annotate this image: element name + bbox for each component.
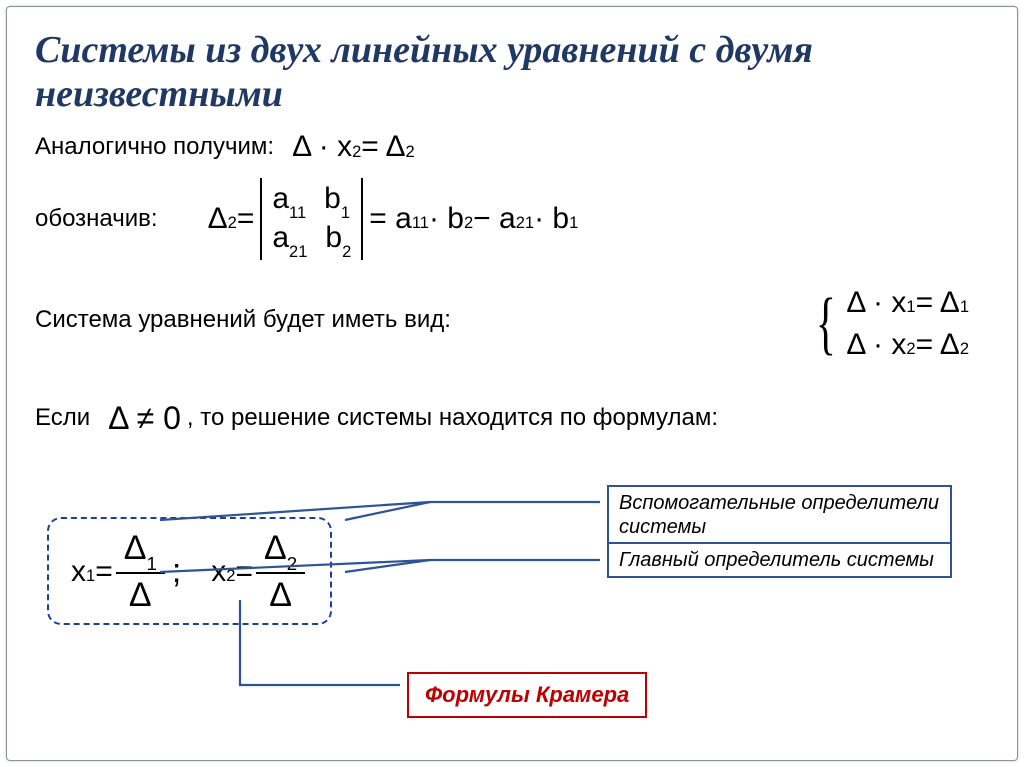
determinant: a11 b1 a21 b2 — [260, 178, 363, 259]
text-if-suffix: , то решение системы находится по формул… — [187, 404, 718, 432]
frac-x1-den: Δ — [121, 574, 160, 615]
slide-frame: Системы из двух линейных уравнений с дву… — [6, 6, 1018, 761]
cramer-formula-box: x1 = Δ1 Δ ; x2 = Δ2 Δ — [47, 517, 332, 625]
row-condition: Если Δ ≠ 0 , то решение системы находитс… — [35, 400, 989, 437]
row-analogous: Аналогично получим: Δ · x2 = Δ2 — [35, 130, 989, 164]
row-system-form: Система уравнений будет иметь вид: { Δ ·… — [35, 286, 989, 362]
frac-x1-num: Δ1 — [116, 529, 165, 574]
text-denoting: обозначив: — [35, 205, 158, 233]
sys-eq-2: Δ · x2 = Δ2 — [846, 328, 969, 362]
sys-eq-1: Δ · x1 = Δ1 — [846, 286, 969, 320]
text-if-prefix: Если — [35, 404, 90, 432]
det-rhs: = a11 · b2 − a21 · b1 — [369, 202, 578, 236]
cond-delta-nonzero: Δ ≠ 0 — [108, 400, 181, 437]
det-row-1: a11 b1 — [272, 180, 351, 219]
frac-x2-num: Δ2 — [256, 529, 305, 574]
frac-x2: Δ2 Δ — [256, 529, 305, 615]
det-a21: a21 — [272, 219, 307, 258]
det-b2: b2 — [325, 219, 351, 258]
x2-lhs: x2 = — [211, 555, 253, 589]
det-a11: a11 — [272, 180, 306, 219]
callout-cramer: Формулы Крамера — [407, 672, 647, 718]
det-lhs: Δ2 = — [208, 202, 255, 236]
det-row-2: a21 b2 — [272, 219, 351, 258]
callout-aux-det: Вспомогательные определители системы — [607, 485, 952, 545]
eq-delta-x2: Δ · x2 = Δ2 — [292, 130, 415, 164]
brace-icon: { — [815, 306, 835, 341]
slide-title: Системы из двух линейных уравнений с дву… — [7, 7, 1017, 126]
callout-main-det: Главный определитель системы — [607, 542, 952, 578]
frac-x1: Δ1 Δ — [116, 529, 165, 615]
semicolon: ; — [172, 552, 181, 591]
slide-body: Аналогично получим: Δ · x2 = Δ2 обозначи… — [7, 130, 1017, 436]
frac-x2-den: Δ — [261, 574, 300, 615]
x1-lhs: x1 = — [71, 555, 113, 589]
text-analogous: Аналогично получим: — [35, 133, 274, 161]
system-equations: Δ · x1 = Δ1 Δ · x2 = Δ2 — [846, 286, 969, 362]
det-b1: b1 — [324, 180, 350, 219]
text-system-form: Система уравнений будет иметь вид: — [35, 306, 451, 334]
row-denoting: обозначив: Δ2 = a11 b1 a21 b2 = a11 · b2… — [35, 178, 989, 259]
